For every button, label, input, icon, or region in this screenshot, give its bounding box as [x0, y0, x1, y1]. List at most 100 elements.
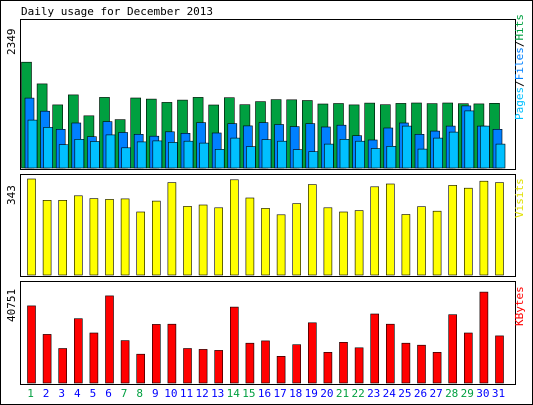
day-label: 11 — [180, 387, 193, 400]
visits-bar — [479, 180, 489, 276]
kbytes-bar — [354, 347, 364, 384]
day-label: 5 — [90, 387, 97, 400]
visits-ymax-label: 343 — [5, 185, 18, 205]
visits-bar — [323, 207, 333, 276]
pages-bar — [433, 137, 443, 169]
visits-bar — [276, 214, 286, 276]
kbytes-bar — [105, 295, 114, 384]
day-label: 24 — [383, 387, 397, 400]
day-label: 30 — [476, 387, 489, 400]
kbytes-bar — [27, 305, 36, 384]
visits-bar — [198, 204, 208, 276]
kbytes-bar — [136, 353, 145, 384]
pages-bar — [121, 147, 131, 169]
pages-bar — [308, 151, 319, 169]
pages-bar — [386, 146, 397, 169]
day-label: 7 — [121, 387, 128, 400]
kbytes-bar — [307, 322, 317, 384]
day-label: 3 — [58, 387, 65, 400]
legend-hits: Hits — [513, 14, 526, 41]
pages-bar — [480, 125, 490, 169]
kbytes-bar — [261, 340, 270, 384]
pages-bar — [230, 137, 241, 169]
day-label: 27 — [429, 387, 442, 400]
pages-bar — [355, 140, 365, 169]
visits-bar — [292, 203, 302, 276]
day-label: 31 — [492, 387, 505, 400]
visits-bar — [495, 182, 504, 276]
pages-bar — [370, 148, 381, 169]
kbytes-bar — [417, 344, 426, 384]
day-label: 14 — [227, 387, 241, 400]
day-label: 21 — [336, 387, 349, 400]
kbytes-bar — [385, 323, 395, 384]
pages-bar — [105, 134, 116, 169]
kbytes-bar — [183, 348, 192, 384]
pages-bar — [152, 140, 163, 169]
day-label: 15 — [242, 387, 255, 400]
kbytes-bar — [42, 334, 52, 384]
visits-bar — [370, 186, 380, 276]
pages-bar — [27, 119, 38, 169]
visits-bar — [448, 185, 458, 276]
pages-bar — [324, 143, 334, 169]
kbytes-bars — [27, 291, 504, 384]
visits-bar — [432, 210, 442, 276]
visits-bars — [27, 178, 504, 276]
pages-bar — [199, 142, 209, 169]
pages-bar — [292, 149, 303, 169]
kbytes-bar — [58, 348, 68, 384]
visits-bar — [307, 184, 317, 276]
day-label: 2 — [43, 387, 50, 400]
kbytes-bar — [245, 342, 255, 384]
day-label: 25 — [398, 387, 411, 400]
pages-bar — [90, 141, 100, 169]
pages-bar — [402, 125, 412, 169]
pages-bar — [214, 149, 225, 169]
kbytes-bar — [323, 351, 333, 384]
kbytes-bar — [89, 332, 99, 384]
pages-bar — [448, 131, 459, 169]
day-label: 1 — [27, 387, 34, 400]
visits-legend: Visits — [513, 178, 526, 218]
usage-ymax-label: 2349 — [5, 29, 18, 56]
day-label: 9 — [152, 387, 159, 400]
visits-bar — [214, 207, 223, 276]
visits-bar — [417, 206, 426, 276]
pages-bar — [136, 141, 147, 169]
kbytes-bar — [495, 335, 504, 384]
pages-bar — [74, 139, 85, 169]
day-label: 16 — [258, 387, 271, 400]
day-label: 29 — [461, 387, 474, 400]
legend-files: Files — [513, 47, 526, 80]
day-label: 20 — [320, 387, 333, 400]
pages-bar — [417, 148, 428, 169]
day-label: 8 — [136, 387, 143, 400]
pages-bar — [464, 110, 475, 169]
day-label: 19 — [305, 387, 318, 400]
pages-bar — [277, 140, 287, 169]
kbytes-bar — [120, 340, 130, 384]
visits-bar — [183, 206, 192, 276]
pages-bar — [495, 143, 506, 169]
kbytes-bar — [198, 349, 208, 384]
day-label: 6 — [105, 387, 112, 400]
visits-bar — [89, 198, 99, 276]
visits-bar — [339, 211, 348, 276]
legend-pages: Pages — [513, 87, 526, 120]
day-label: 18 — [289, 387, 302, 400]
kbytes-bar — [479, 291, 489, 384]
visits-bar — [385, 183, 395, 276]
visits-bar — [401, 214, 411, 276]
kbytes-bar — [432, 351, 442, 384]
kbytes-bar — [74, 318, 83, 384]
pages-bar — [261, 139, 272, 169]
day-label: 17 — [273, 387, 286, 400]
visits-bar — [27, 178, 36, 276]
visits-bar — [136, 211, 145, 276]
visits-bar — [230, 179, 239, 276]
day-label: 4 — [74, 387, 81, 400]
visits-bar — [42, 200, 52, 276]
kbytes-bar — [463, 332, 473, 384]
